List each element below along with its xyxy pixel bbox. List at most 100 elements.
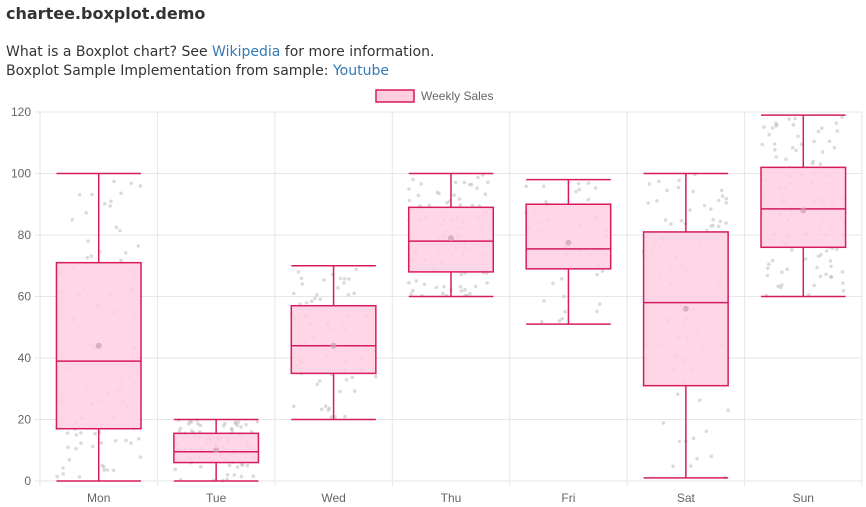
data-point xyxy=(780,270,784,275)
youtube-link[interactable]: Youtube xyxy=(332,63,389,79)
data-point xyxy=(79,441,83,446)
data-point xyxy=(427,203,432,208)
data-point xyxy=(820,126,824,131)
x-tick-label-thu: Thu xyxy=(441,491,462,505)
description: What is a Boxplot chart? See Wikipedia f… xyxy=(6,43,434,81)
data-point xyxy=(720,194,725,198)
data-point xyxy=(679,218,684,223)
data-point xyxy=(709,454,714,459)
data-point xyxy=(655,199,659,203)
data-point xyxy=(235,465,240,469)
data-point xyxy=(774,124,778,128)
data-point xyxy=(434,285,439,290)
data-point xyxy=(542,299,546,303)
data-point xyxy=(835,129,840,133)
data-point xyxy=(119,258,123,263)
page-title: chartee.boxplot.demo xyxy=(6,4,206,23)
data-point xyxy=(765,273,770,278)
y-tick-label: 20 xyxy=(18,413,32,427)
data-point xyxy=(245,463,250,468)
data-point xyxy=(373,374,378,379)
data-point xyxy=(709,224,713,228)
data-point xyxy=(352,389,357,393)
y-tick-label: 60 xyxy=(18,290,32,304)
data-point xyxy=(716,224,721,229)
data-point xyxy=(841,289,846,293)
data-point xyxy=(835,247,839,252)
data-point xyxy=(794,148,798,153)
data-point xyxy=(818,274,823,279)
data-point xyxy=(816,254,821,258)
data-point xyxy=(61,466,65,470)
data-point xyxy=(416,193,421,198)
data-point xyxy=(67,457,72,462)
data-point xyxy=(240,463,245,468)
data-point xyxy=(129,181,134,186)
data-point xyxy=(824,249,829,253)
data-point xyxy=(411,288,415,293)
data-point xyxy=(784,157,788,161)
data-point xyxy=(485,281,489,285)
data-point xyxy=(452,193,456,197)
data-point xyxy=(342,281,346,285)
data-point xyxy=(318,297,323,302)
data-point xyxy=(820,150,825,154)
data-point xyxy=(296,270,301,274)
data-point xyxy=(586,197,591,202)
x-tick-label-tue: Tue xyxy=(206,491,227,505)
data-point xyxy=(411,177,415,182)
box-fri xyxy=(525,203,612,270)
data-point xyxy=(774,155,778,159)
data-point xyxy=(304,301,309,305)
data-point xyxy=(773,148,777,152)
data-point xyxy=(697,398,702,403)
data-point xyxy=(647,182,652,186)
data-point xyxy=(199,465,203,469)
data-point xyxy=(724,201,728,205)
data-point xyxy=(557,319,562,323)
data-point xyxy=(600,269,605,273)
data-point xyxy=(344,377,349,382)
data-point xyxy=(407,187,411,191)
data-point xyxy=(317,379,322,383)
data-point xyxy=(320,407,324,412)
data-point xyxy=(441,291,445,296)
data-point xyxy=(225,477,229,482)
data-point xyxy=(829,274,833,279)
data-point xyxy=(300,282,305,286)
data-point xyxy=(118,228,122,233)
wikipedia-link[interactable]: Wikipedia xyxy=(212,44,281,60)
data-point xyxy=(223,421,227,426)
data-point xyxy=(691,436,696,441)
data-point xyxy=(463,287,467,292)
data-point xyxy=(313,296,317,301)
data-point xyxy=(74,447,78,451)
data-point xyxy=(352,291,357,296)
mean-marker-tue xyxy=(213,447,220,454)
data-point xyxy=(435,190,440,195)
data-point xyxy=(716,198,721,203)
data-point xyxy=(767,132,771,137)
data-point xyxy=(704,429,709,434)
data-point xyxy=(539,319,544,324)
data-point xyxy=(840,270,845,274)
data-point xyxy=(137,437,141,441)
data-point xyxy=(227,463,232,468)
data-point xyxy=(343,414,347,419)
data-point xyxy=(663,218,668,222)
data-point xyxy=(233,420,238,425)
data-point xyxy=(114,225,119,230)
data-point xyxy=(770,258,775,263)
data-point xyxy=(338,389,343,394)
data-point xyxy=(812,139,816,144)
data-point xyxy=(350,375,355,380)
data-point xyxy=(711,217,715,222)
data-point xyxy=(196,422,200,426)
box-sun xyxy=(760,166,847,249)
data-point xyxy=(560,317,564,321)
data-point xyxy=(90,444,95,449)
data-point xyxy=(469,182,474,187)
data-point xyxy=(671,464,675,469)
data-point xyxy=(646,201,651,205)
